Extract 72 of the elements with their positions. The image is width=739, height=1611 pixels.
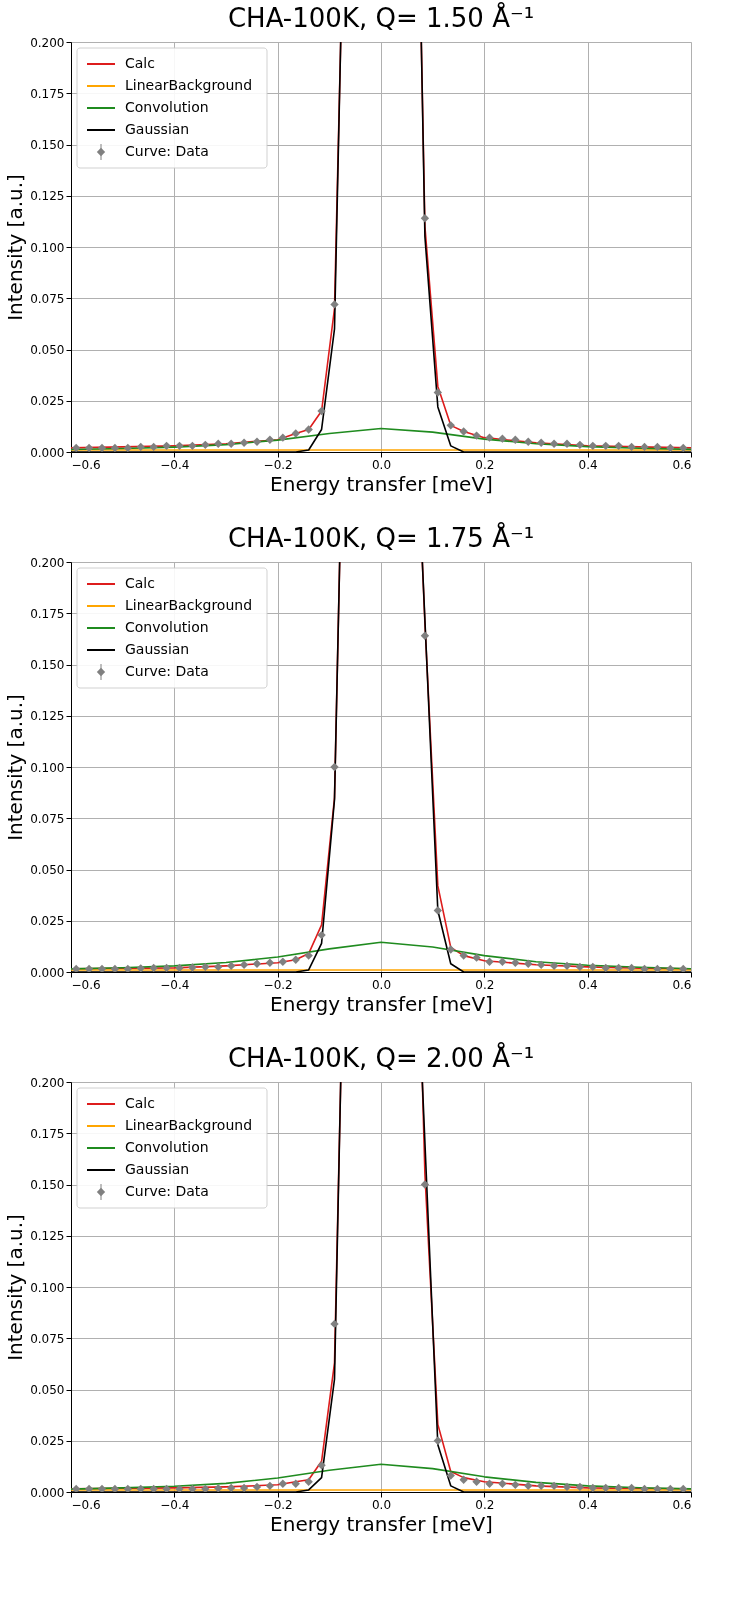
legend-label: Calc [125,55,155,71]
chart-title: CHA-100K, Q= 2.00 Å⁻¹ [227,1042,535,1073]
y-tick-label: 0.200 [30,35,65,50]
x-tick-label: 0.2 [475,977,495,992]
legend-label: Curve: Data [125,1183,209,1199]
y-tick-label: 0.050 [30,343,65,357]
y-tick-label: 0.025 [30,394,65,409]
y-tick-label: 0.100 [30,760,65,775]
legend-label: LinearBackground [125,77,253,93]
x-tick-label: 0.4 [578,977,598,992]
legend-label: LinearBackground [125,597,253,613]
x-axis-title: Energy transfer [meV] [270,991,493,1016]
y-tick-label: 0.200 [30,1075,65,1090]
x-tick-label: −0.4 [160,1497,190,1512]
x-axis-title: Energy transfer [meV] [270,1511,493,1536]
y-tick-label: 0.100 [30,1280,65,1295]
x-tick-label: −0.4 [160,977,190,992]
legend-label: Curve: Data [125,663,209,679]
y-tick-label: 0.125 [30,1229,65,1244]
y-tick-label: 0.075 [30,811,65,826]
x-tick-label: 0.0 [371,1497,392,1512]
y-axis-title: Intensity [a.u.] [3,174,28,321]
chart-title: CHA-100K, Q= 1.50 Å⁻¹ [227,2,535,33]
y-tick-label: 0.075 [30,291,65,306]
x-tick-label: −0.2 [263,457,293,472]
legend-label: LinearBackground [125,1117,253,1133]
y-tick-label: 0.150 [30,658,65,672]
legend-label: Convolution [125,1139,209,1155]
legend-label: Convolution [125,99,209,115]
x-tick-label: 0.2 [475,457,495,472]
y-tick-label: 0.125 [30,709,65,724]
x-axis-title: Energy transfer [meV] [270,471,493,496]
y-tick-label: 0.175 [30,1126,65,1141]
y-tick-label: 0.200 [30,555,65,570]
y-tick-label: 0.100 [30,240,65,255]
y-tick-label: 0.050 [30,1383,65,1397]
x-tick-label: 0.0 [371,977,392,992]
y-tick-label: 0.075 [30,1331,65,1346]
y-tick-label: 0.125 [30,189,65,204]
chart-title: CHA-100K, Q= 1.75 Å⁻¹ [227,522,535,553]
y-tick-label: 0.000 [30,1485,65,1500]
legend-label: Calc [125,575,155,591]
legend-label: Gaussian [125,1161,190,1177]
legend-label: Curve: Data [125,143,209,159]
y-tick-label: 0.150 [30,1178,65,1192]
y-tick-label: 0.175 [30,86,65,101]
x-tick-label: 0.6 [672,977,692,992]
x-tick-label: 0.0 [371,457,392,472]
x-tick-label: 0.4 [578,1497,598,1512]
y-axis-title: Intensity [a.u.] [3,1214,28,1361]
legend-label: Convolution [125,619,209,635]
x-tick-label: −0.6 [71,1497,101,1512]
x-tick-label: −0.2 [263,977,293,992]
y-tick-label: 0.050 [30,863,65,877]
x-tick-label: 0.2 [475,1497,495,1512]
x-tick-label: −0.6 [71,977,101,992]
x-tick-label: 0.4 [578,457,598,472]
y-axis-title: Intensity [a.u.] [3,694,28,841]
legend-label: Gaussian [125,121,190,137]
legend-label: Gaussian [125,641,190,657]
y-tick-label: 0.175 [30,606,65,621]
x-tick-label: −0.6 [71,457,101,472]
x-tick-label: −0.4 [160,457,190,472]
x-tick-label: 0.6 [672,1497,692,1512]
x-tick-label: −0.2 [263,1497,293,1512]
y-tick-label: 0.025 [30,914,65,929]
y-tick-label: 0.025 [30,1434,65,1449]
y-tick-label: 0.000 [30,445,65,460]
legend-label: Calc [125,1095,155,1111]
y-tick-label: 0.000 [30,965,65,980]
y-tick-label: 0.150 [30,138,65,152]
x-tick-label: 0.6 [672,457,692,472]
